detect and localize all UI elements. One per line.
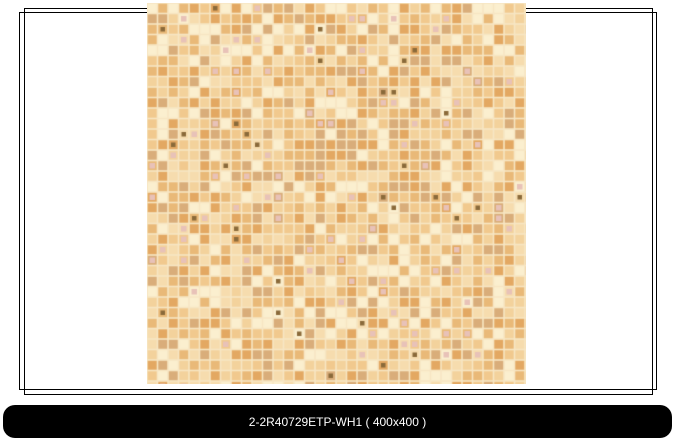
product-image[interactable] bbox=[147, 3, 526, 384]
caption-bar: 2-2R40729ETP-WH1 ( 400x400 ) bbox=[3, 405, 672, 438]
image-caption: 2-2R40729ETP-WH1 ( 400x400 ) bbox=[248, 414, 427, 429]
